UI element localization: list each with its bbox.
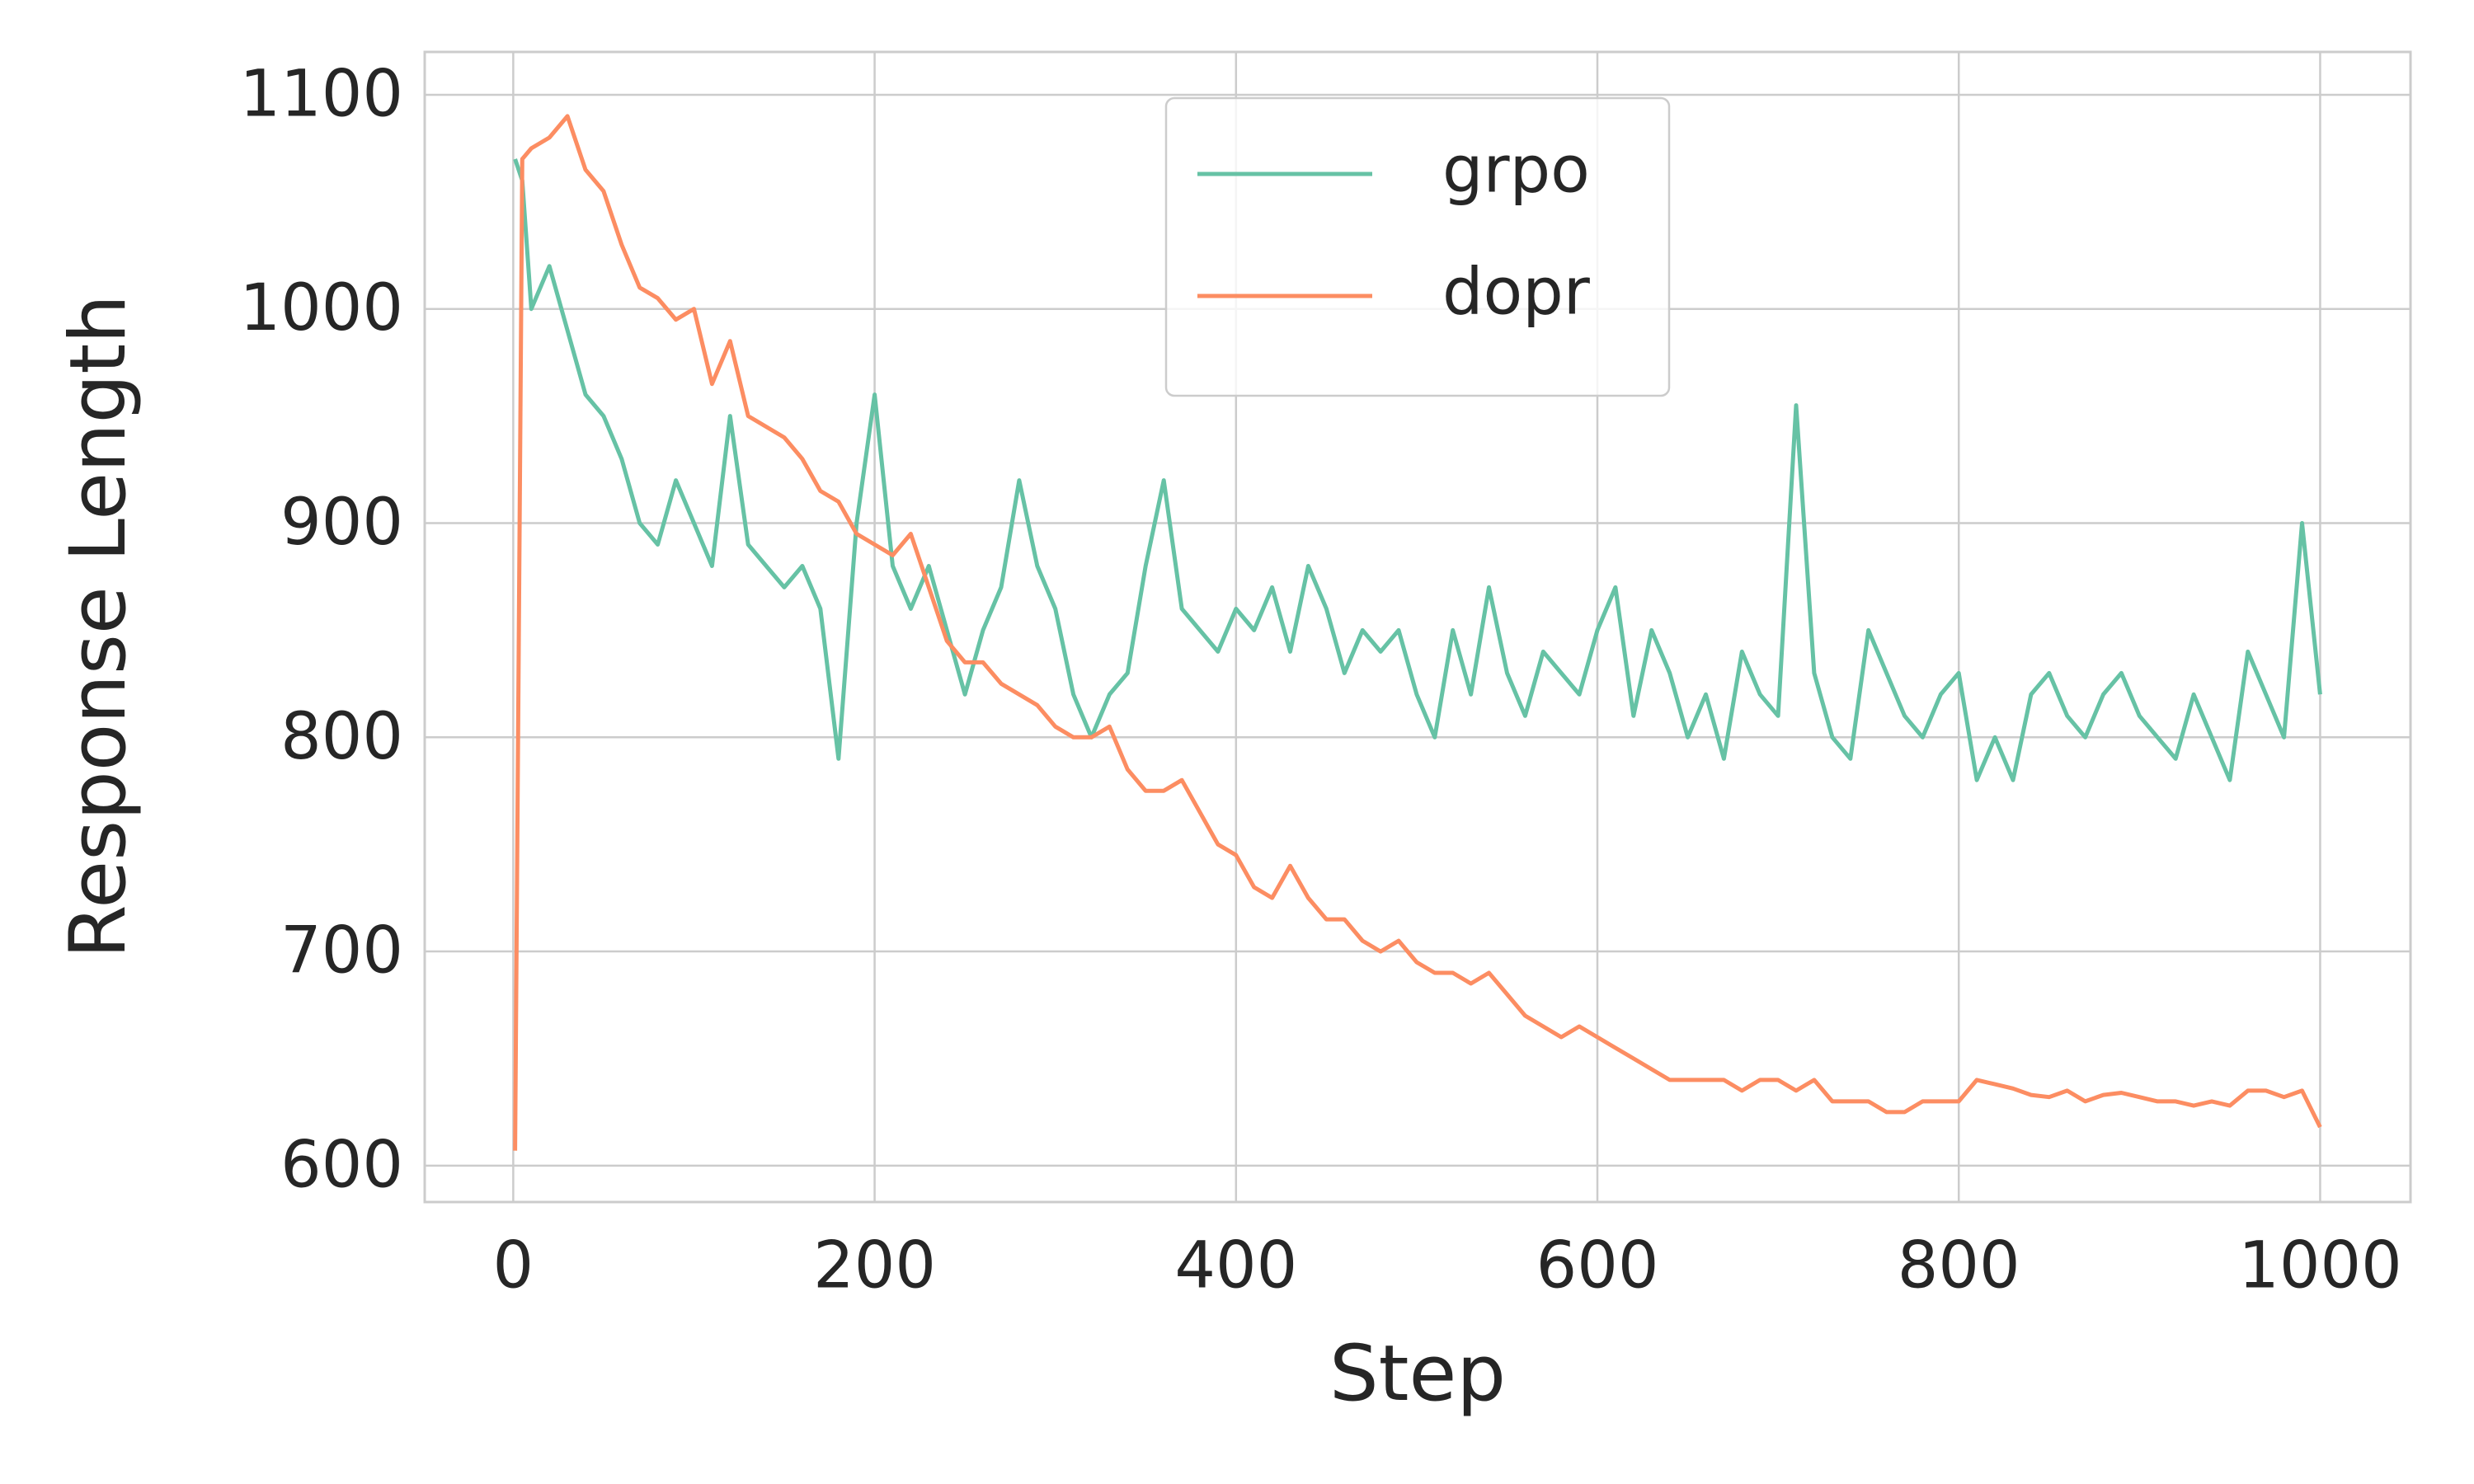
y-tick-label: 800 (280, 700, 403, 774)
plot-frame (423, 50, 2412, 1204)
legend-label: dopr (1442, 255, 1591, 329)
x-tick-label: 1000 (2238, 1228, 2402, 1303)
x-tick-label: 0 (493, 1228, 534, 1303)
series-line (513, 114, 2322, 1151)
legend-label: grpo (1442, 133, 1590, 207)
y-axis-label: Response Length (54, 294, 143, 959)
y-tick-label: 700 (280, 914, 403, 989)
series-line (513, 158, 2322, 782)
y-tick-label: 1100 (239, 57, 403, 131)
ticks: 0 200 400 600 800 1000 600 700 800 900 1000 1100 (239, 57, 2401, 1303)
x-tick-label: 800 (1898, 1228, 2020, 1303)
x-tick-label: 400 (1174, 1228, 1297, 1303)
series-layer (513, 114, 2322, 1151)
y-tick-label: 1000 (239, 271, 403, 345)
y-tick-label: 600 (280, 1128, 403, 1202)
y-tick-label: 900 (280, 486, 403, 560)
x-tick-label: 600 (1536, 1228, 1659, 1303)
x-axis-label: Step (1329, 1329, 1506, 1419)
legend: grpo dopr (1164, 96, 1671, 397)
legend-box (1164, 96, 1671, 397)
x-tick-label: 200 (813, 1228, 936, 1303)
